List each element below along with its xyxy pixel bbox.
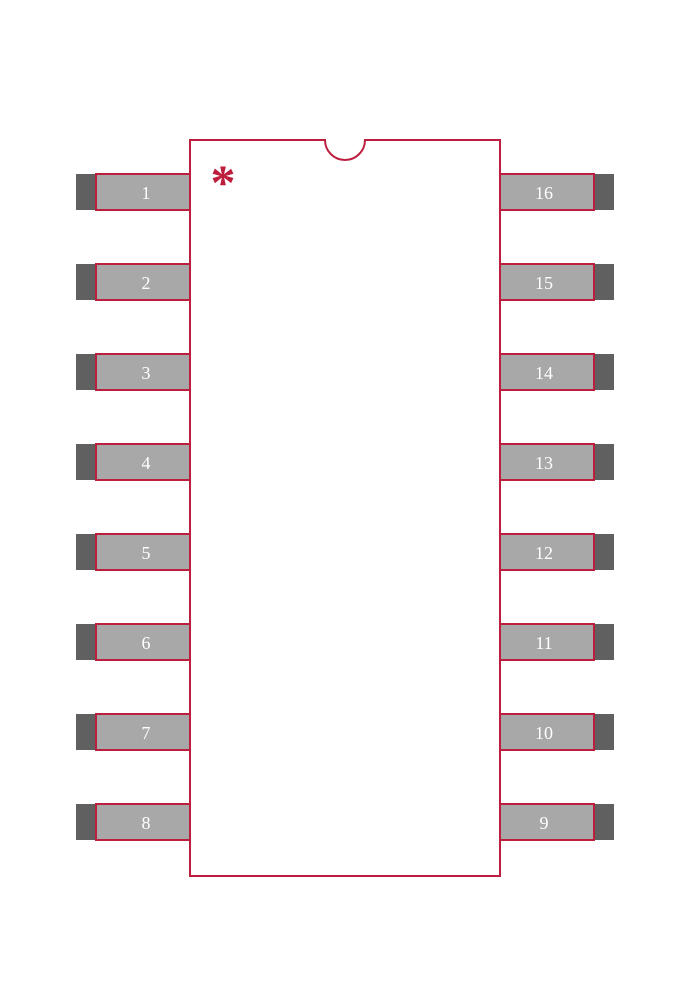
pin-label: 11: [535, 633, 552, 653]
pin-label: 15: [535, 273, 553, 293]
pin-8: 8: [76, 804, 196, 840]
pin-12: 12: [494, 534, 614, 570]
chip-body: [190, 140, 500, 876]
pin-4: 4: [76, 444, 196, 480]
pin-label: 3: [142, 363, 151, 383]
pin-2: 2: [76, 264, 196, 300]
pin-14: 14: [494, 354, 614, 390]
pin-label: 13: [535, 453, 553, 473]
pin-label: 10: [535, 723, 553, 743]
pin-label: 5: [142, 543, 151, 563]
pin-7: 7: [76, 714, 196, 750]
pin-11: 11: [494, 624, 614, 660]
pin-3: 3: [76, 354, 196, 390]
pin-label: 6: [142, 633, 151, 653]
pin-label: 14: [535, 363, 553, 383]
pin-9: 9: [494, 804, 614, 840]
pin-label: 9: [540, 813, 549, 833]
pin-16: 16: [494, 174, 614, 210]
pin-label: 16: [535, 183, 553, 203]
pin1-marker-icon: *: [211, 154, 236, 210]
pin-label: 1: [142, 183, 151, 203]
ic-package-diagram: 12345678161514131211109 *: [0, 0, 690, 1000]
pin-label: 7: [142, 723, 151, 743]
pin-1: 1: [76, 174, 196, 210]
pin-10: 10: [494, 714, 614, 750]
pin-label: 8: [142, 813, 151, 833]
pin-label: 12: [535, 543, 553, 563]
pin-15: 15: [494, 264, 614, 300]
pin-13: 13: [494, 444, 614, 480]
pin-label: 2: [142, 273, 151, 293]
pin-6: 6: [76, 624, 196, 660]
pin-5: 5: [76, 534, 196, 570]
pin-label: 4: [142, 453, 151, 473]
